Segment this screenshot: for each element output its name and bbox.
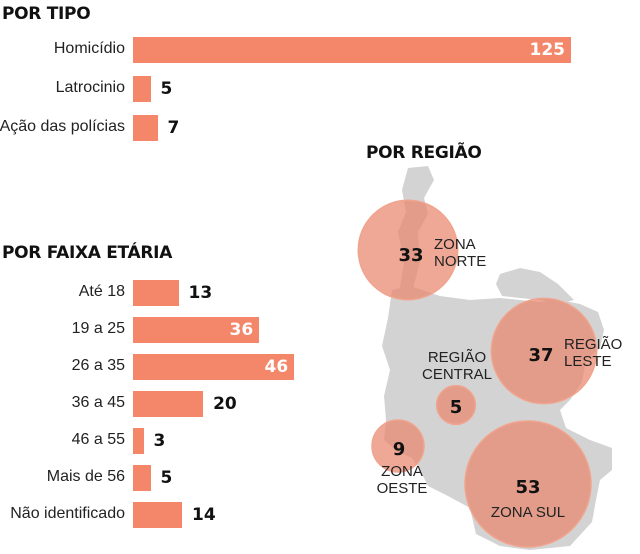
region-label-2: REGIÃO CENTRAL <box>422 349 492 383</box>
idade-value-36-a-45: 20 <box>213 394 237 414</box>
region-value-2: 5 <box>450 397 463 418</box>
tipo-value-latrocinio: 5 <box>160 79 173 99</box>
idade-bar-26-a-35 <box>133 354 295 380</box>
idade-bar-36-a-45 <box>133 391 204 417</box>
region-value-3: 9 <box>393 439 406 460</box>
region-label-0: ZONA NORTE <box>434 236 486 270</box>
region-bubble-2 <box>435 384 477 426</box>
idade-bar-ate-18 <box>133 280 179 306</box>
region-value-0: 33 <box>398 245 423 266</box>
title-por-tipo: POR TIPO <box>2 4 91 24</box>
region-value-1: 37 <box>528 345 553 366</box>
tipo-label-homicidio: Homicídio <box>53 40 125 57</box>
idade-label-46-a-55: 46 a 55 <box>71 431 125 448</box>
idade-value-26-a-35: 46 <box>264 357 289 377</box>
map-east-lobe <box>496 268 574 304</box>
region-bubble-3 <box>371 419 425 473</box>
idade-value-mais-de-56: 5 <box>160 468 173 488</box>
tipo-bar-latrocinio <box>133 76 151 102</box>
region-value-4: 53 <box>515 477 540 498</box>
tipo-label-acao-das-policias: Ação das polícias <box>0 118 125 135</box>
region-label-3: ZONA OESTE <box>377 463 428 497</box>
tipo-bar-homicidio <box>133 37 571 63</box>
region-label-4: ZONA SUL <box>491 504 565 521</box>
region-bubble-1 <box>490 297 598 405</box>
idade-label-19-a-25: 19 a 25 <box>71 320 125 337</box>
idade-label-36-a-45: 36 a 45 <box>71 394 125 411</box>
region-bubble-4 <box>464 420 592 548</box>
title-por-faixa-etaria: POR FAIXA ETÁRIA <box>2 243 173 263</box>
idade-value-46-a-55: 3 <box>153 431 166 451</box>
idade-label-26-a-35: 26 a 35 <box>71 357 125 374</box>
idade-label-mais-de-56: Mais de 56 <box>46 468 125 485</box>
region-bubble-0 <box>357 199 459 301</box>
idade-label-ate-18: Até 18 <box>78 283 125 300</box>
idade-label-nao-identificado: Não identificado <box>10 505 125 522</box>
region-label-1: REGIÃO LESTE <box>564 336 622 370</box>
tipo-value-homicidio: 125 <box>529 40 566 60</box>
idade-bar-nao-identificado <box>133 502 183 528</box>
idade-value-nao-identificado: 14 <box>192 505 216 525</box>
tipo-bar-acao-das-policias <box>133 115 158 141</box>
idade-value-19-a-25: 36 <box>229 320 254 340</box>
idade-bar-46-a-55 <box>133 428 144 454</box>
idade-bar-19-a-25 <box>133 317 260 343</box>
idade-bar-mais-de-56 <box>133 465 151 491</box>
title-por-regiao: POR REGIÃO <box>366 143 482 163</box>
tipo-value-acao-das-policias: 7 <box>167 118 180 138</box>
tipo-label-latrocinio: Latrocinio <box>55 79 125 96</box>
idade-value-ate-18: 13 <box>188 283 213 303</box>
